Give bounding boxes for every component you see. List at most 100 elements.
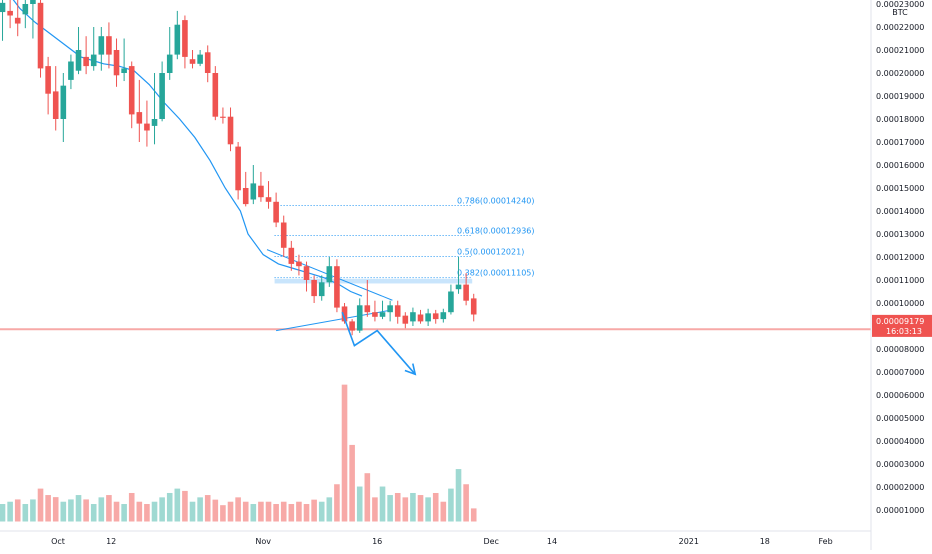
fib-level-label: 0.5(0.00012021) <box>457 248 524 257</box>
candle-body <box>425 313 431 322</box>
candle-body <box>14 17 21 24</box>
volume-bar <box>402 497 409 522</box>
volume-bar <box>356 486 363 522</box>
price-tick-label: 0.00013000 <box>876 230 924 239</box>
candle-body <box>463 284 469 301</box>
volume-bar <box>204 495 211 522</box>
candle-body <box>52 91 59 119</box>
volume-bar <box>212 499 219 522</box>
volume-bar <box>311 499 317 522</box>
price-tick-label: 0.00014000 <box>876 207 924 216</box>
candle-body <box>166 54 173 73</box>
candle-body <box>280 222 287 248</box>
candle-body <box>235 146 241 191</box>
volume-bar <box>121 504 127 522</box>
candle-body <box>90 54 97 67</box>
candle-body <box>250 183 257 200</box>
last-price-box <box>872 314 932 337</box>
time-tick-label: Dec <box>483 537 498 546</box>
candle-body <box>0 2 6 13</box>
volume-bar <box>349 444 355 522</box>
time-tick-label: 2021 <box>679 537 699 546</box>
volume-bar <box>318 501 325 522</box>
quote-currency-label: BTC <box>892 8 908 17</box>
candle-body <box>311 280 317 297</box>
time-tick-label: Oct <box>51 537 65 546</box>
candle-body <box>258 185 264 198</box>
candle-body <box>7 10 13 16</box>
volume-bar <box>334 484 340 522</box>
volume-bar <box>60 501 67 522</box>
volume-bar <box>14 499 21 522</box>
volume-bar <box>182 490 188 522</box>
candle-body <box>212 73 219 117</box>
volume-bar <box>220 505 226 522</box>
volume-bar <box>379 486 386 522</box>
price-tick-label: 0.00015000 <box>876 184 924 193</box>
volume-bar <box>425 497 431 522</box>
volume-bar <box>258 501 264 522</box>
volume-bar <box>455 469 462 522</box>
volume-bar <box>288 504 295 522</box>
candle-body <box>296 261 302 267</box>
candle-body <box>288 247 295 264</box>
volume-bar <box>341 384 348 522</box>
volume-bar <box>250 504 257 522</box>
price-tick-label: 0.00016000 <box>876 161 924 170</box>
candle-body <box>470 298 477 315</box>
candle-body <box>37 2 44 69</box>
candle-body <box>448 291 454 313</box>
price-axis-panel[interactable] <box>871 0 932 550</box>
volume-bar <box>151 501 158 522</box>
fib-level-label: 0.786(0.00014240) <box>457 196 535 205</box>
candle-body <box>417 314 424 322</box>
candle-body <box>394 305 401 317</box>
candle-body <box>455 284 462 290</box>
bar-countdown: 16:03:13 <box>886 327 922 336</box>
volume-bar <box>463 484 469 522</box>
candle-body <box>334 266 340 308</box>
fib-level-label: 0.618(0.00012936) <box>457 226 535 235</box>
price-tick-label: 0.00001000 <box>876 506 924 515</box>
candle-body <box>326 266 333 283</box>
candle-body <box>227 116 234 145</box>
volume-bar <box>7 501 13 522</box>
volume-bar <box>387 495 393 522</box>
volume-bar <box>98 497 105 522</box>
candle-body <box>387 305 393 313</box>
volume-bar <box>113 501 120 522</box>
candle-body <box>197 54 203 64</box>
candle-body <box>242 188 249 205</box>
candle-body <box>75 50 82 71</box>
time-tick-label: 18 <box>760 537 770 546</box>
time-tick-label: 14 <box>547 537 557 546</box>
volume-layer <box>0 384 477 522</box>
time-axis-labels: Oct 12 Nov 16 Dec 14 2021 18 Feb <box>51 537 833 546</box>
volume-bar <box>144 504 150 522</box>
volume-bar <box>470 508 477 522</box>
volume-bar <box>37 488 44 522</box>
volume-bar <box>30 499 36 522</box>
time-tick-label: Nov <box>255 537 271 546</box>
price-tick-label: 0.00006000 <box>876 391 924 400</box>
volume-bar <box>265 501 272 522</box>
volume-bar <box>75 495 82 522</box>
candle-body <box>318 282 325 297</box>
volume-bar <box>22 504 29 522</box>
fibonacci-layer: 0.786(0.00014240) 0.618(0.00012936) 0.5(0.… <box>274 196 535 279</box>
candle-body <box>364 305 371 313</box>
price-tick-label: 0.00021000 <box>876 46 924 55</box>
price-tick-label: 0.00017000 <box>876 138 924 147</box>
volume-bar <box>448 488 454 522</box>
price-tick-label: 0.00012000 <box>876 253 924 262</box>
candle-body <box>159 73 165 119</box>
price-tick-label: 0.00022000 <box>876 23 924 32</box>
candle-body <box>356 305 363 331</box>
candle-body <box>83 56 89 67</box>
candle-body <box>273 201 279 223</box>
price-tick-label: 0.00004000 <box>876 437 924 446</box>
price-tick-label: 0.00002000 <box>876 483 924 492</box>
